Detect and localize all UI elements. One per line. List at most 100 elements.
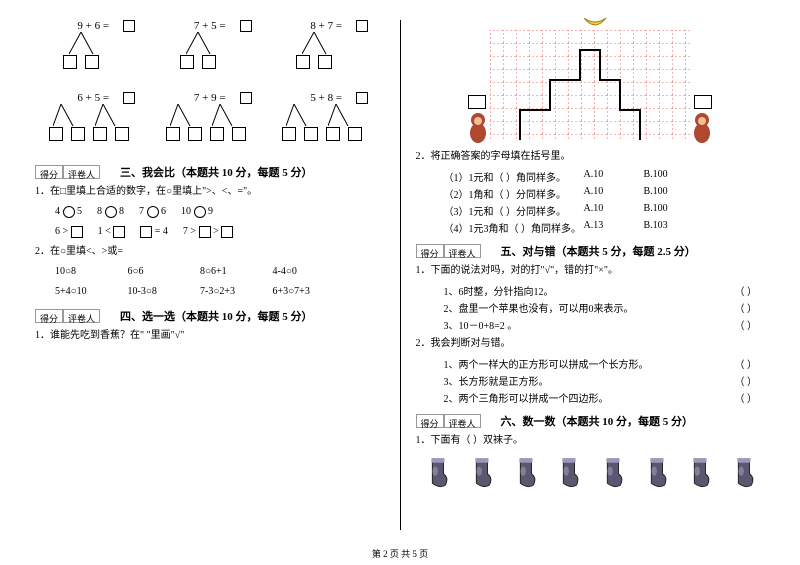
num: 6 > [55,226,68,237]
split-box[interactable] [188,127,202,141]
mc-choice-a: A.10 [584,186,644,201]
mc-question: （1）1元和（ ）角同样多。 [444,169,584,184]
split-box[interactable] [180,55,194,69]
answer-box[interactable] [140,226,152,238]
score-label: 得分 [35,165,63,179]
number-tree: 7 + 5 = [160,20,260,80]
num: 7 > [183,226,196,237]
split-box[interactable] [202,55,216,69]
tf-text: 2、两个三角形可以拼成一个四边形。 [444,390,609,405]
split-box[interactable] [210,127,224,141]
q3-1-line1: 4 5 8 8 7 6 10 9 [55,204,385,220]
num: 8 [119,206,124,217]
split-box[interactable] [304,127,318,141]
split-box[interactable] [232,127,246,141]
compare-item: 8○6+1 [200,264,270,280]
split-box[interactable] [166,127,180,141]
grader-label: 评卷人 [444,414,481,428]
grader-label: 评卷人 [444,244,481,258]
tf-paren[interactable]: （ ） [735,283,758,298]
split-box[interactable] [93,127,107,141]
banana-icon [580,14,610,34]
answer-box[interactable] [199,226,211,238]
split-box[interactable] [296,55,310,69]
q5-1-text: 1．下面的说法对吗，对的打"√"，错的打"×"。 [416,263,766,279]
number-tree: 5 + 8 = [276,92,376,152]
tf-item: 3、长方形就是正方形。（ ） [444,373,766,388]
tf-paren[interactable]: （ ） [735,300,758,315]
tf-paren[interactable]: （ ） [735,373,758,388]
compare-circle[interactable] [147,206,159,218]
sock-icon [598,457,626,489]
q3-2-text: 2．在○里填<、>或= [35,244,385,260]
number-tree-row-2: 6 + 5 = 7 + 9 = 5 + 8 = [35,92,385,152]
compare-item: 5+4○10 [55,284,125,300]
split-box[interactable] [115,127,129,141]
compare-circle[interactable] [194,206,206,218]
grader-label: 评卷人 [63,309,100,323]
score-label: 得分 [35,309,63,323]
q6-1-text: 1．下面有（ ）双袜子。 [416,433,766,449]
section-6-title: 六、数一数（本题共 10 分，每题 5 分） [501,413,694,429]
tf-paren[interactable]: （ ） [735,356,758,371]
mc-choice-b: B.100 [644,186,704,201]
split-box[interactable] [282,127,296,141]
answer-box[interactable] [240,92,252,104]
right-column: 2．将正确答案的字母填在括号里。 （1）1元和（ ）角同样多。 A.10 B.1… [401,20,781,530]
answer-box[interactable] [356,92,368,104]
split-box[interactable] [348,127,362,141]
sock-icon [423,457,451,489]
answer-box[interactable] [356,20,368,32]
monkey-checkbox-right[interactable] [694,95,712,109]
num: 8 [97,206,102,217]
mc-question: （2）1角和（ ）分同样多。 [444,186,584,201]
sock-icon [554,457,582,489]
num: > [213,226,219,237]
split-box[interactable] [71,127,85,141]
monkey-right-icon [688,111,716,145]
answer-box[interactable] [113,226,125,238]
mc-option-4: （4）1元3角和（ ）角同样多。 A.13 B.103 [444,220,766,235]
num: 10 [181,206,191,217]
section-5-header: 得分 评卷人 五、对与错（本题共 5 分，每题 2.5 分） [416,243,766,259]
left-column: 9 + 6 = 7 + 5 = 8 + 7 = [20,20,401,530]
compare-circle[interactable] [63,206,75,218]
split-box[interactable] [49,127,63,141]
split-box[interactable] [318,55,332,69]
split-box[interactable] [63,55,77,69]
answer-box[interactable] [71,226,83,238]
answer-box[interactable] [123,92,135,104]
answer-box[interactable] [221,226,233,238]
tf-paren[interactable]: （ ） [735,390,758,405]
grid-svg [490,30,690,140]
compare-item: 4-4○0 [273,264,343,280]
mc-option-2: （2）1角和（ ）分同样多。 A.10 B.100 [444,186,766,201]
split-box[interactable] [326,127,340,141]
score-box: 得分 评卷人 [416,414,481,428]
monkey-checkbox-left[interactable] [468,95,486,109]
score-box: 得分 评卷人 [35,309,100,323]
tf-item: 1、两个一样大的正方形可以拼成一个长方形。（ ） [444,356,766,371]
compare-circle[interactable] [105,206,117,218]
tf-paren[interactable]: （ ） [735,317,758,332]
section-6-header: 得分 评卷人 六、数一数（本题共 10 分，每题 5 分） [416,413,766,429]
sock-icon [729,457,757,489]
tf-item: 3、10－0+8=2 。（ ） [444,317,766,332]
compare-item: 6+3○7+3 [273,284,343,300]
num: 6 [161,206,166,217]
compare-item: 10○8 [55,264,125,280]
score-label: 得分 [416,414,444,428]
score-label: 得分 [416,244,444,258]
tf-item: 2、两个三角形可以拼成一个四边形。 （ ） [444,390,766,405]
mc-question: （4）1元3角和（ ）角同样多。 [444,220,584,235]
answer-box[interactable] [123,20,135,32]
exam-page: 9 + 6 = 7 + 5 = 8 + 7 = [20,20,780,530]
tf-text: 2、盘里一个苹果也没有，可以用0来表示。 [444,300,634,315]
split-box[interactable] [85,55,99,69]
num: = 4 [155,226,168,237]
answer-box[interactable] [240,20,252,32]
number-tree: 6 + 5 = [43,92,143,152]
sock-row [416,457,766,489]
num: 5 [77,206,82,217]
q3-2-row2: 5+4○10 10-3○8 7-3○2+3 6+3○7+3 [55,284,385,300]
